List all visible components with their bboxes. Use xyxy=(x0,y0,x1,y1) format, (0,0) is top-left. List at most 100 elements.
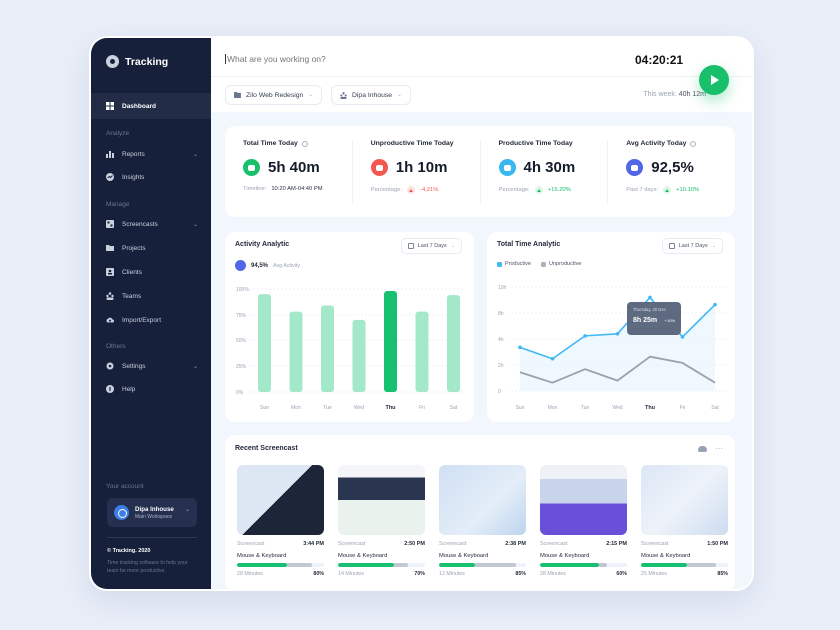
screencast-percent: 70% xyxy=(414,571,425,577)
chevron-down-icon: ⌄ xyxy=(184,507,190,513)
screencast-item[interactable]: Screencast 2:38 PM Mouse & Keyboard 12 Mi… xyxy=(439,465,526,577)
bar[interactable] xyxy=(289,311,303,392)
sidebar-item-teams[interactable]: Teams xyxy=(106,292,198,300)
screencast-percent: 85% xyxy=(515,571,526,577)
chevron-down-icon: ⌄ xyxy=(192,151,198,158)
logo[interactable]: Tracking xyxy=(106,55,168,68)
more-options-icon[interactable]: ··· xyxy=(715,444,723,453)
bar[interactable] xyxy=(352,319,366,392)
stat-foot-value: -4,21% xyxy=(420,187,439,193)
activity-progress-bar xyxy=(439,563,526,567)
screencast-item[interactable]: Screencast 3:44 PM Mouse & Keyboard 28 Mi… xyxy=(237,465,324,577)
app-name: Tracking xyxy=(125,55,169,68)
bar[interactable] xyxy=(415,311,429,392)
sidebar-item-label: Projects xyxy=(122,244,146,252)
sidebar-item-insights[interactable]: Insights xyxy=(106,173,198,181)
info-icon[interactable] xyxy=(690,140,697,147)
task-input[interactable] xyxy=(225,54,605,64)
screencast-thumbnail[interactable] xyxy=(237,465,324,535)
svg-text:10h: 10h xyxy=(498,285,507,291)
line-unproductive xyxy=(519,355,716,384)
divider xyxy=(211,76,752,77)
screencast-duration: 25 Minutes xyxy=(641,571,667,577)
data-point[interactable] xyxy=(615,332,620,336)
stat-title: Avg Activity Today xyxy=(626,140,687,147)
trend-up-icon xyxy=(663,186,672,194)
svg-text:Thu: Thu xyxy=(645,405,655,411)
screencast-list: Screencast 3:44 PM Mouse & Keyboard 28 Mi… xyxy=(237,465,728,577)
svg-text:Sat: Sat xyxy=(450,405,458,411)
screencast-type: Mouse & Keyboard xyxy=(237,553,287,559)
sidebar-item-settings[interactable]: Settings ⌄ xyxy=(106,362,198,370)
team-name: Dipa Inhouse xyxy=(352,91,393,99)
screencast-thumbnail[interactable] xyxy=(540,465,627,535)
sidebar-item-help[interactable]: Help xyxy=(106,385,198,393)
svg-text:Mon: Mon xyxy=(291,405,301,411)
screencast-label: Screencast xyxy=(338,541,366,547)
week-value: 40h 12m xyxy=(678,91,706,98)
data-point[interactable] xyxy=(648,295,652,300)
calendar-icon xyxy=(407,243,414,249)
help-icon xyxy=(106,385,114,393)
bar[interactable] xyxy=(384,291,397,392)
screencast-thumbnail[interactable] xyxy=(641,465,728,535)
screencast-type: Mouse & Keyboard xyxy=(338,553,388,559)
legend-unproductive[interactable]: Unproductive xyxy=(541,261,581,267)
stopwatch-icon xyxy=(243,159,260,176)
bar[interactable] xyxy=(321,305,334,392)
range-dropdown[interactable]: Last 7 Days ⌄ xyxy=(400,238,462,254)
activity-progress-bar xyxy=(338,563,425,567)
sidebar-item-screencasts[interactable]: Screencasts ⌄ xyxy=(106,220,198,228)
data-point[interactable] xyxy=(680,335,685,339)
play-button[interactable] xyxy=(699,65,729,95)
chevron-down-icon: ⌄ xyxy=(397,92,402,98)
screencast-icon xyxy=(106,220,114,228)
sidebar-item-reports[interactable]: Reports ⌄ xyxy=(106,150,198,158)
info-icon[interactable] xyxy=(301,140,308,147)
account-switcher[interactable]: Dipa Inhouse Main Workspace ⌄ xyxy=(107,498,197,527)
stat-foot-label: Past 7 days: xyxy=(626,187,659,193)
screencast-duration: 12 Minutes xyxy=(439,571,465,577)
gear-icon xyxy=(106,362,114,370)
calendar-icon xyxy=(668,243,675,249)
account-section-label: Your account xyxy=(106,483,144,490)
svg-text:Wed: Wed xyxy=(354,405,364,411)
screencast-item[interactable]: Screencast 2:15 PM Mouse & Keyboard 28 Mi… xyxy=(540,465,627,577)
sidebar-item-clients[interactable]: Clients xyxy=(106,268,198,276)
screencast-label: Screencast xyxy=(540,541,568,547)
team-selector[interactable]: Dipa Inhouse ⌄ xyxy=(331,85,411,105)
screencast-thumbnail[interactable] xyxy=(439,465,526,535)
folder-icon xyxy=(106,245,114,251)
sidebar-item-projects[interactable]: Projects xyxy=(106,244,198,252)
cloud-upload-icon xyxy=(106,317,114,323)
bar[interactable] xyxy=(447,295,460,392)
range-label: Last 7 Days xyxy=(678,243,708,249)
copyright: © Tracking. 2020 xyxy=(107,548,151,554)
data-point[interactable] xyxy=(518,345,522,350)
screencast-thumbnail[interactable] xyxy=(338,465,425,535)
range-dropdown[interactable]: Last 7 Days ⌄ xyxy=(661,238,723,254)
screencast-item[interactable]: Screencast 1:50 PM Mouse & Keyboard 25 Mi… xyxy=(641,465,728,577)
data-point[interactable] xyxy=(583,334,587,338)
week-total: This week: 40h 12m xyxy=(643,91,706,98)
tooltip-date: Thursday, 20 Dec xyxy=(633,307,666,312)
svg-text:Wed: Wed xyxy=(612,405,622,411)
bar[interactable] xyxy=(258,294,271,392)
svg-text:Fri: Fri xyxy=(680,405,686,411)
sidebar-item-import-export[interactable]: Import/Export xyxy=(106,316,198,324)
trend-up-icon xyxy=(534,186,543,194)
project-selector[interactable]: Zilo Web Redesign ⌄ xyxy=(225,85,322,105)
svg-text:Sun: Sun xyxy=(260,405,269,411)
trend-up-icon xyxy=(407,186,416,194)
sidebar-item-label: Import/Export xyxy=(122,316,162,324)
data-point[interactable] xyxy=(713,302,717,307)
data-point[interactable] xyxy=(550,356,555,361)
sidebar-item-dashboard[interactable]: Dashboard xyxy=(91,93,211,119)
briefcase-clock-icon xyxy=(498,159,516,176)
tagline: Time tracking software to help your team… xyxy=(107,560,188,574)
screencast-time: 1:50 PM xyxy=(707,541,728,547)
screencast-time: 2:50 PM xyxy=(404,541,425,547)
screencast-item[interactable]: Screencast 2:50 PM Mouse & Keyboard 14 Mi… xyxy=(338,465,425,577)
cloud-upload-icon[interactable] xyxy=(698,445,707,452)
legend-productive[interactable]: Productive xyxy=(497,261,531,267)
